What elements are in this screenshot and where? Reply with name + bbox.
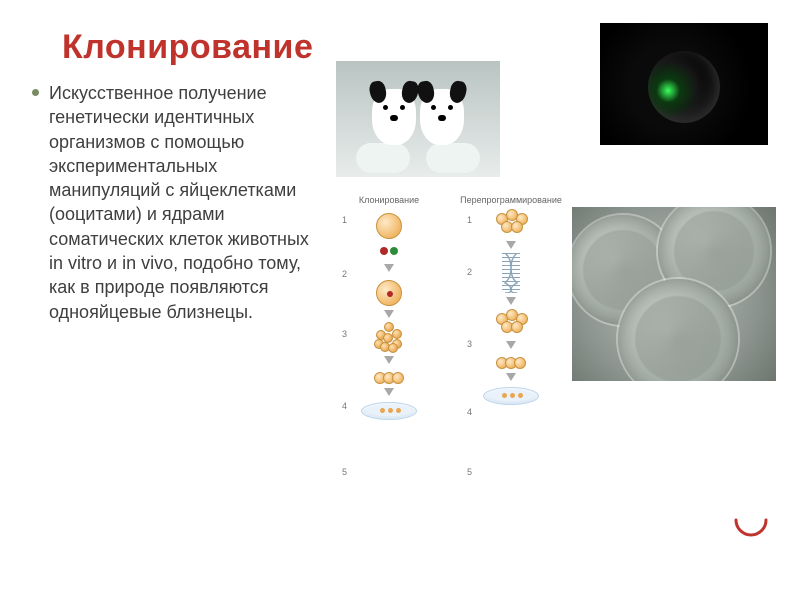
- accent-curve-icon: [734, 518, 768, 538]
- image-area: Клонирование 1 2 3: [330, 81, 768, 561]
- petri-dish-shape: [361, 402, 417, 420]
- cell-cluster-shape: [494, 209, 528, 237]
- diagram-column-reprogramming: Перепрограммирование 1 2 3: [450, 189, 572, 519]
- arrow-down-icon: [506, 241, 516, 249]
- diagram-step: [496, 357, 526, 369]
- puppy-shape: [420, 89, 464, 145]
- arrow-down-icon: [384, 264, 394, 272]
- glove-shape: [356, 143, 410, 173]
- morula-shape: [374, 322, 404, 352]
- diagram-label-right: Перепрограммирование: [460, 195, 562, 209]
- arrow-down-icon: [506, 373, 516, 381]
- diagram-step: [374, 372, 404, 384]
- arrow-down-icon: [506, 341, 516, 349]
- cloning-diagram: Клонирование 1 2 3: [328, 189, 572, 519]
- bullet-block: Искусственное получение генетически иден…: [32, 81, 312, 324]
- arrow-down-icon: [384, 388, 394, 396]
- step-number: 3: [467, 339, 472, 349]
- step-number: 2: [342, 269, 347, 279]
- step-number: 1: [467, 215, 472, 225]
- step-number: 2: [467, 267, 472, 277]
- puppy-shape: [372, 89, 416, 145]
- content-row: Искусственное получение генетически иден…: [32, 81, 768, 561]
- glove-shape: [426, 143, 480, 173]
- step-number: 3: [342, 329, 347, 339]
- step-number: 1: [342, 215, 347, 225]
- cell-cluster-shape: [494, 309, 528, 337]
- fluorescent-embryo-image: [600, 23, 768, 145]
- definition-text: Искусственное получение генетически иден…: [49, 81, 312, 324]
- step-number: 5: [467, 467, 472, 477]
- blastocyst-micrograph-image: [560, 207, 776, 381]
- diagram-step: [376, 280, 402, 306]
- diagram-step: [376, 213, 402, 260]
- bullet-icon: [32, 89, 39, 96]
- step-number: 4: [467, 407, 472, 417]
- diagram-column-cloning: Клонирование 1 2 3: [328, 189, 450, 519]
- slide: Клонирование Искусственное получение ген…: [0, 0, 800, 600]
- cloned-puppies-image: [336, 61, 500, 177]
- arrow-down-icon: [384, 356, 394, 364]
- dna-helix-icon: [502, 253, 520, 293]
- step-number: 5: [342, 467, 347, 477]
- arrow-down-icon: [506, 297, 516, 305]
- petri-dish-shape: [483, 387, 539, 405]
- step-number: 4: [342, 401, 347, 411]
- text-column: Искусственное получение генетически иден…: [32, 81, 312, 561]
- arrow-down-icon: [384, 310, 394, 318]
- diagram-label-left: Клонирование: [359, 195, 419, 209]
